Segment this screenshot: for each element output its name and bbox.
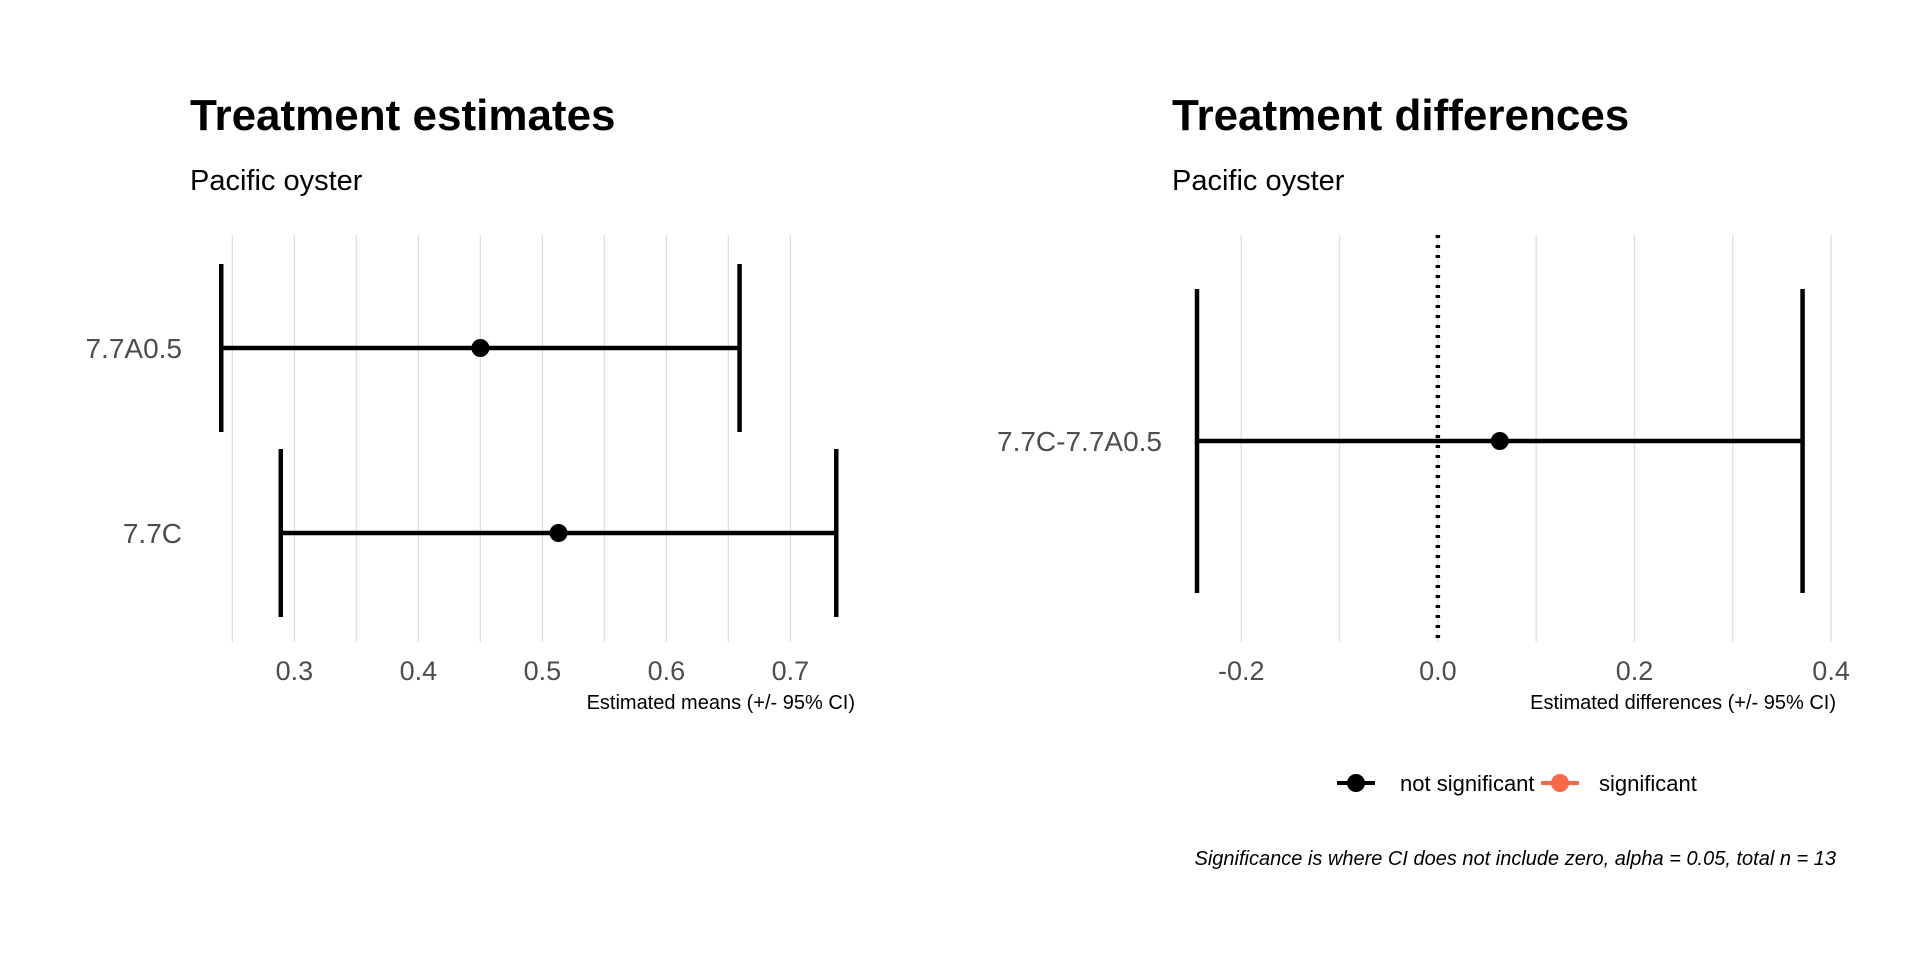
x-tick-label: 0.2 xyxy=(1616,656,1654,686)
differences-marks xyxy=(1194,289,1805,593)
x-tick-label: 0.4 xyxy=(400,656,438,686)
x-tick-label: 0.7 xyxy=(772,656,810,686)
legend-label-not-significant: not significant xyxy=(1400,771,1535,796)
x-tick-label: 0.3 xyxy=(276,656,314,686)
x-tick-label: -0.2 xyxy=(1218,656,1265,686)
estimates-x-ticks: 0.3 0.4 0.5 0.6 0.7 xyxy=(276,656,810,686)
legend: not significant significant xyxy=(1337,771,1697,796)
estimates-gridlines xyxy=(231,235,792,642)
x-tick-label: 0.0 xyxy=(1419,656,1457,686)
category-label: 7.7A0.5 xyxy=(85,333,182,364)
category-label: 7.7C-7.7A0.5 xyxy=(997,426,1162,457)
estimates-x-axis-label: Estimated means (+/- 95% CI) xyxy=(587,692,855,714)
estimate-point xyxy=(471,339,490,357)
differences-x-ticks: -0.2 0.0 0.2 0.4 xyxy=(1218,656,1850,686)
caption: Significance is where CI does not includ… xyxy=(1194,848,1836,870)
legend-key-dot-significant xyxy=(1551,774,1569,792)
x-tick-label: 0.5 xyxy=(524,656,562,686)
differences-gridlines xyxy=(1240,235,1832,642)
differences-panel: Treatment differences Pacific oyster -0.… xyxy=(997,91,1850,714)
estimates-y-labels: 7.7A0.5 7.7C xyxy=(85,333,182,549)
legend-key-dot-not-significant xyxy=(1347,774,1365,792)
estimates-marks xyxy=(218,264,839,617)
estimate-point xyxy=(1490,432,1509,450)
x-tick-label: 0.4 xyxy=(1812,656,1850,686)
x-tick-label: 0.6 xyxy=(648,656,686,686)
differences-y-labels: 7.7C-7.7A0.5 xyxy=(997,426,1162,457)
estimate-point xyxy=(549,524,568,542)
differences-subtitle: Pacific oyster xyxy=(1172,165,1345,197)
category-label: 7.7C xyxy=(123,518,182,549)
estimates-subtitle: Pacific oyster xyxy=(190,165,363,197)
differences-x-axis-label: Estimated differences (+/- 95% CI) xyxy=(1530,692,1836,714)
estimates-panel: Treatment estimates Pacific oyster 0.3 0.… xyxy=(85,91,855,714)
legend-label-significant: significant xyxy=(1599,771,1697,796)
differences-title: Treatment differences xyxy=(1172,91,1629,140)
estimates-title: Treatment estimates xyxy=(190,91,616,140)
